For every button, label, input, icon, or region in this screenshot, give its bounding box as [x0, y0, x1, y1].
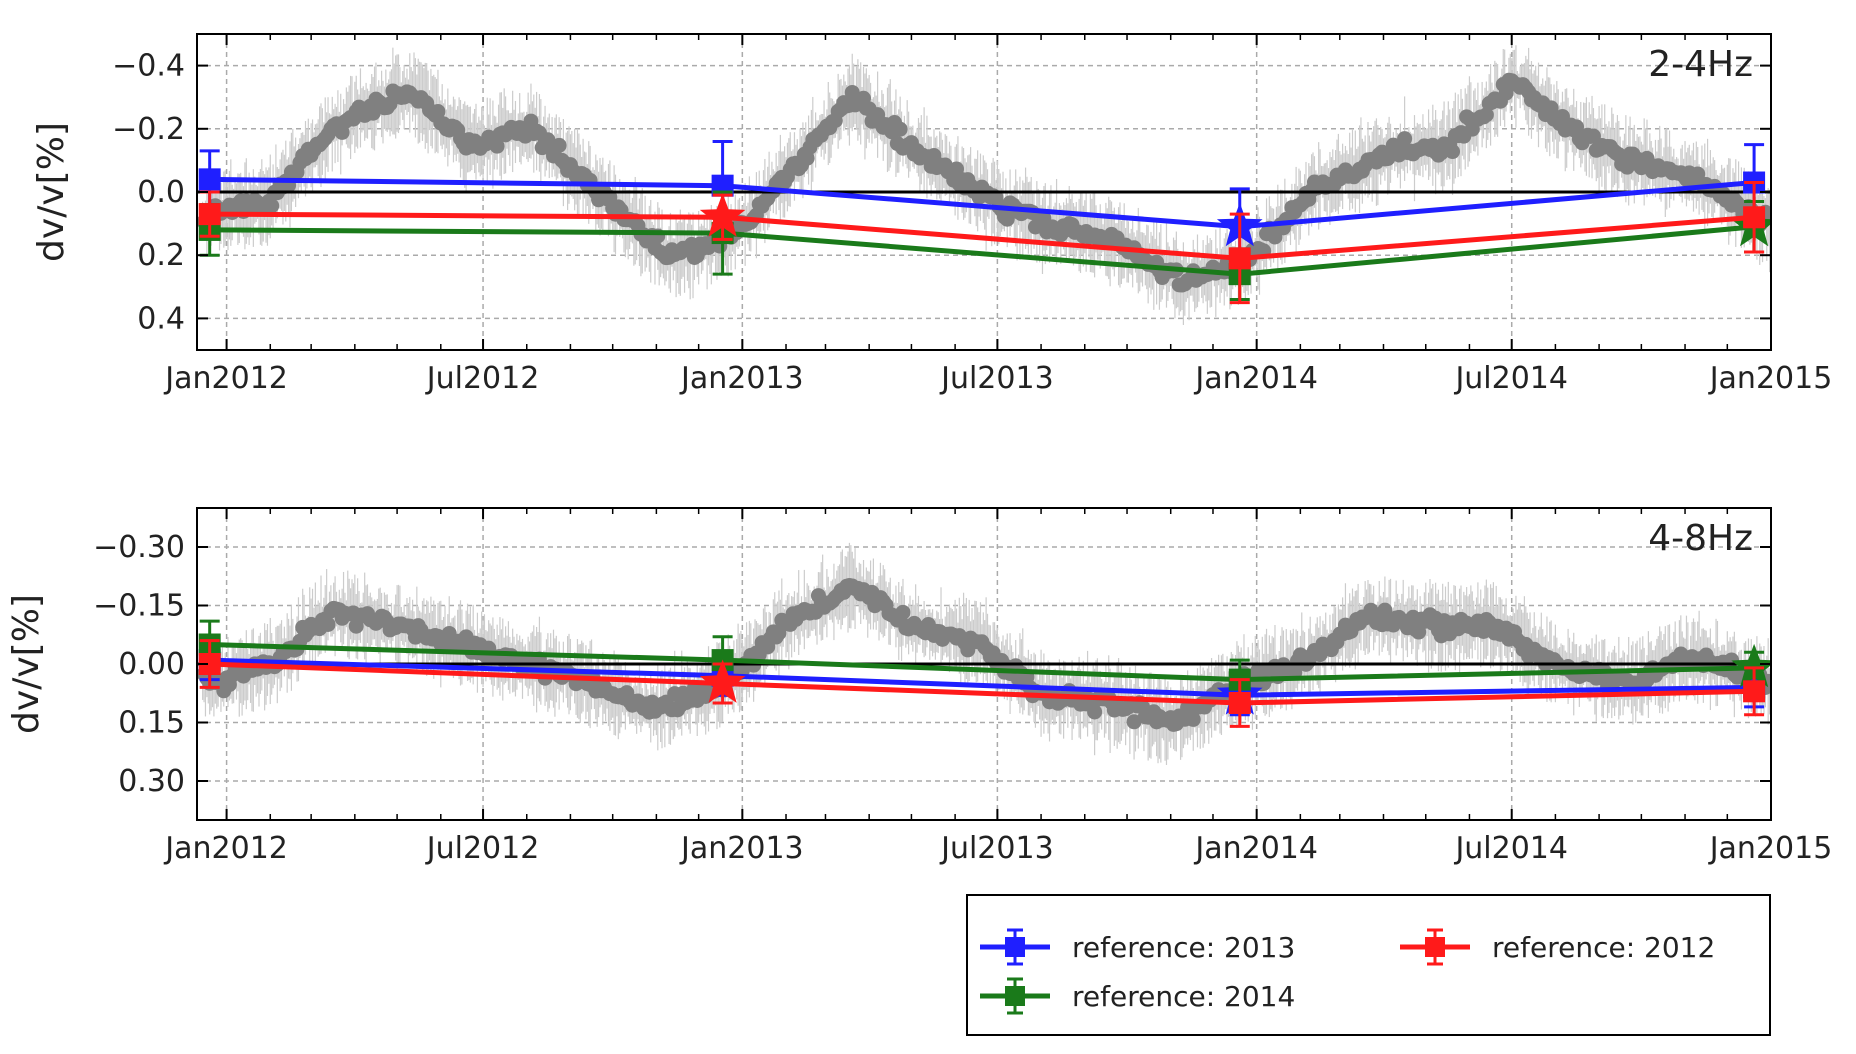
background-point	[1397, 131, 1413, 147]
background-point	[1087, 704, 1103, 720]
background-point	[1478, 107, 1494, 123]
series-line	[209, 661, 1755, 706]
x-tick-label: Jan2015	[1708, 361, 1833, 396]
x-tick-label: Jan2013	[679, 361, 804, 396]
y-tick-label: 0.30	[118, 764, 185, 799]
x-tick-label: Jul2012	[425, 361, 540, 396]
x-tick-label: Jul2012	[425, 831, 540, 866]
legend-entry: reference: 2013	[980, 928, 1295, 966]
series-line	[209, 224, 1755, 277]
reference-star-marker	[699, 193, 746, 237]
background-point	[892, 121, 908, 137]
y-tick-label: −0.4	[112, 49, 185, 84]
series-reference-2012	[198, 181, 1766, 305]
data-point	[1743, 206, 1766, 229]
data-point	[1228, 692, 1251, 714]
y-tick-label: −0.2	[112, 112, 185, 147]
background-point	[895, 604, 911, 620]
x-tick-label: Jan2012	[163, 831, 288, 866]
legend-marker	[1005, 986, 1025, 1006]
data-point	[198, 203, 221, 226]
y-axis-title: dv/v[%]	[31, 122, 72, 262]
panel-band-label: 4-8Hz	[1648, 518, 1753, 559]
y-tick-label: 0.2	[137, 238, 185, 273]
legend-entry: reference: 2012	[1400, 928, 1715, 966]
x-tick-label: Jan2013	[679, 831, 804, 866]
legend-entry: reference: 2014	[980, 977, 1295, 1015]
series-line	[209, 176, 1755, 230]
x-tick-label: Jan2014	[1193, 831, 1318, 866]
y-tick-label: 0.4	[137, 301, 185, 336]
background-point	[1445, 144, 1461, 160]
legend: reference: 2013 reference: 2012 reference:…	[966, 894, 1771, 1036]
series-reference-2012	[198, 639, 1766, 728]
series-line	[209, 657, 1755, 698]
background-point	[1377, 602, 1393, 618]
background-point	[1543, 100, 1559, 116]
background-point	[320, 616, 336, 632]
y-tick-label: 0.15	[118, 706, 185, 741]
data-point	[1228, 247, 1251, 270]
legend-label: reference: 2012	[1492, 931, 1715, 964]
background-point	[551, 137, 567, 153]
x-tick-label: Jul2014	[1453, 831, 1568, 866]
series-line	[209, 211, 1755, 261]
data-point	[198, 653, 221, 675]
legend-label: reference: 2013	[1072, 931, 1295, 964]
x-tick-label: Jan2015	[1708, 831, 1833, 866]
panel-2-4hz: Jan2012 Jul2012 Jan2013 Jul2013 Jan2014 Jul20…	[31, 33, 1833, 396]
y-tick-label: 0.00	[118, 647, 185, 682]
y-axis-title: dv/v[%]	[6, 594, 47, 734]
x-tick-label: Jul2013	[939, 361, 1054, 396]
background-point	[489, 138, 505, 154]
y-tick-label: 0.0	[137, 175, 185, 210]
legend-label: reference: 2014	[1072, 980, 1295, 1013]
series-line	[209, 642, 1755, 683]
reference-star-marker	[699, 659, 746, 703]
panel-band-label: 2-4Hz	[1648, 44, 1753, 85]
reference-star-marker	[1731, 643, 1771, 688]
legend-marker	[1005, 937, 1025, 957]
background-point	[264, 198, 280, 214]
x-tick-label: Jul2014	[1453, 361, 1568, 396]
y-tick-label: −0.15	[93, 589, 185, 624]
data-point	[1743, 680, 1766, 703]
legend-frame	[966, 894, 1771, 1036]
data-point	[198, 168, 221, 191]
background-point	[1185, 711, 1201, 727]
panel-4-8hz: Jan2012 Jul2012 Jan2013 Jul2013 Jan2014 Jul20…	[6, 507, 1833, 866]
x-tick-label: Jan2014	[1193, 361, 1318, 396]
legend-marker	[1425, 937, 1445, 957]
y-tick-label: −0.30	[93, 530, 185, 565]
background-point	[430, 104, 446, 120]
background-point	[999, 211, 1015, 227]
background-point	[1126, 714, 1142, 730]
x-tick-label: Jan2012	[163, 361, 288, 396]
background-point	[1569, 119, 1585, 135]
x-tick-label: Jul2013	[939, 831, 1054, 866]
